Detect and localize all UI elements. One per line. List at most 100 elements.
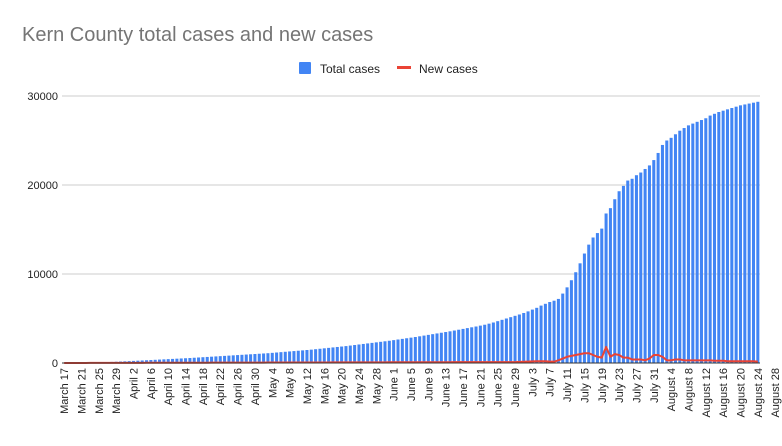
- bar-total-cases: [422, 335, 426, 363]
- bar-total-cases: [483, 324, 487, 363]
- x-tick-label: June 29: [510, 368, 522, 407]
- bar-total-cases: [179, 358, 183, 363]
- bar-total-cases: [682, 128, 686, 363]
- bar-total-cases: [292, 351, 296, 363]
- bar-total-cases: [721, 110, 725, 363]
- bar-total-cases: [565, 287, 569, 363]
- bar-total-cases: [626, 180, 630, 363]
- bar-total-cases: [149, 360, 153, 363]
- bar-total-cases: [249, 354, 253, 363]
- y-tick-label: 0: [52, 358, 58, 370]
- x-tick-label: March 17: [59, 368, 71, 414]
- bar-total-cases: [613, 199, 617, 363]
- bar-total-cases: [318, 348, 322, 363]
- bar-total-cases: [747, 103, 751, 363]
- x-tick-label: March 21: [77, 368, 89, 414]
- bar-total-cases: [162, 359, 166, 363]
- x-tick-label: August 20: [735, 368, 747, 418]
- bar-total-cases: [509, 317, 513, 363]
- bar-total-cases: [522, 312, 526, 363]
- legend: Total cases New cases: [299, 62, 478, 76]
- x-tick-label: July 15: [579, 368, 591, 403]
- y-tick-label: 10000: [27, 269, 58, 281]
- x-tick-label: July 23: [614, 368, 626, 403]
- bar-total-cases: [335, 346, 339, 363]
- bar-total-cases: [253, 354, 257, 363]
- bar-total-cases: [730, 108, 734, 363]
- bar-total-cases: [279, 352, 283, 363]
- bar-total-cases: [587, 244, 591, 363]
- bar-total-cases: [526, 311, 530, 363]
- bar-total-cases: [673, 134, 677, 363]
- x-tick-label: June 17: [458, 368, 470, 407]
- x-tick-label: August 8: [683, 368, 695, 411]
- bar-total-cases: [231, 355, 235, 363]
- x-tick-label: April 30: [250, 368, 262, 405]
- bar-total-cases: [751, 102, 756, 364]
- x-tick-label: April 2: [129, 368, 141, 399]
- bar-total-cases: [270, 352, 274, 363]
- bar-total-cases: [431, 334, 435, 363]
- bar-total-cases: [500, 319, 504, 363]
- bar-total-cases: [322, 348, 326, 363]
- bar-total-cases: [569, 280, 573, 363]
- bar-total-cases: [184, 358, 188, 363]
- bar-total-cases: [387, 340, 391, 363]
- bar-total-cases: [353, 345, 357, 363]
- bar-total-cases: [539, 305, 543, 363]
- bar-total-cases: [617, 191, 621, 363]
- bar-total-cases: [704, 118, 708, 363]
- bar-total-cases: [517, 314, 521, 363]
- bar-total-cases: [192, 357, 196, 363]
- bar-total-cases: [496, 321, 500, 363]
- x-tick-label: July 7: [545, 368, 557, 397]
- bar-total-cases: [699, 120, 703, 363]
- y-axis-ticks: 0 10000 20000 30000: [27, 91, 58, 370]
- bar-total-cases: [600, 228, 604, 363]
- bar-total-cases: [327, 347, 331, 363]
- x-tick-label: August 12: [701, 368, 713, 418]
- bar-total-cases: [257, 353, 261, 363]
- bar-total-cases: [275, 352, 279, 363]
- bar-total-cases: [513, 315, 517, 363]
- bar-total-cases: [340, 346, 344, 363]
- x-tick-label: April 6: [146, 368, 158, 399]
- bar-total-cases: [409, 337, 413, 363]
- bars-total-cases: [62, 101, 760, 364]
- x-tick-label: April 18: [198, 368, 210, 405]
- x-tick-label: June 13: [441, 368, 453, 407]
- x-tick-label: June 25: [493, 368, 505, 407]
- bar-total-cases: [543, 303, 547, 363]
- x-axis-ticks: March 17 March 21 March 25 March 29 April 2 A…: [59, 368, 782, 418]
- x-tick-label: April 26: [233, 368, 245, 405]
- bar-total-cases: [621, 185, 625, 363]
- bar-total-cases: [288, 351, 292, 363]
- bar-total-cases: [708, 115, 712, 363]
- bar-total-cases: [712, 113, 716, 363]
- bar-total-cases: [240, 354, 244, 363]
- bar-total-cases: [383, 341, 387, 363]
- bar-total-cases: [153, 359, 157, 363]
- bar-total-cases: [457, 329, 461, 363]
- bar-total-cases: [595, 233, 599, 363]
- legend-swatch-total-cases: [299, 62, 311, 74]
- bar-total-cases: [400, 338, 404, 363]
- bar-total-cases: [344, 346, 348, 363]
- x-tick-label: June 21: [475, 368, 487, 407]
- bar-total-cases: [301, 350, 305, 363]
- bar-total-cases: [578, 263, 582, 363]
- bar-total-cases: [691, 123, 695, 363]
- bar-total-cases: [218, 356, 222, 363]
- bar-total-cases: [296, 350, 300, 363]
- legend-label-new-cases: New cases: [419, 62, 478, 76]
- bar-total-cases: [530, 309, 534, 363]
- bar-total-cases: [474, 326, 478, 363]
- bar-total-cases: [452, 330, 456, 363]
- x-tick-label: March 29: [111, 368, 123, 414]
- x-tick-label: August 4: [666, 368, 678, 411]
- bar-total-cases: [331, 347, 335, 363]
- bar-total-cases: [370, 342, 374, 363]
- bar-total-cases: [647, 165, 651, 363]
- bar-total-cases: [236, 355, 240, 363]
